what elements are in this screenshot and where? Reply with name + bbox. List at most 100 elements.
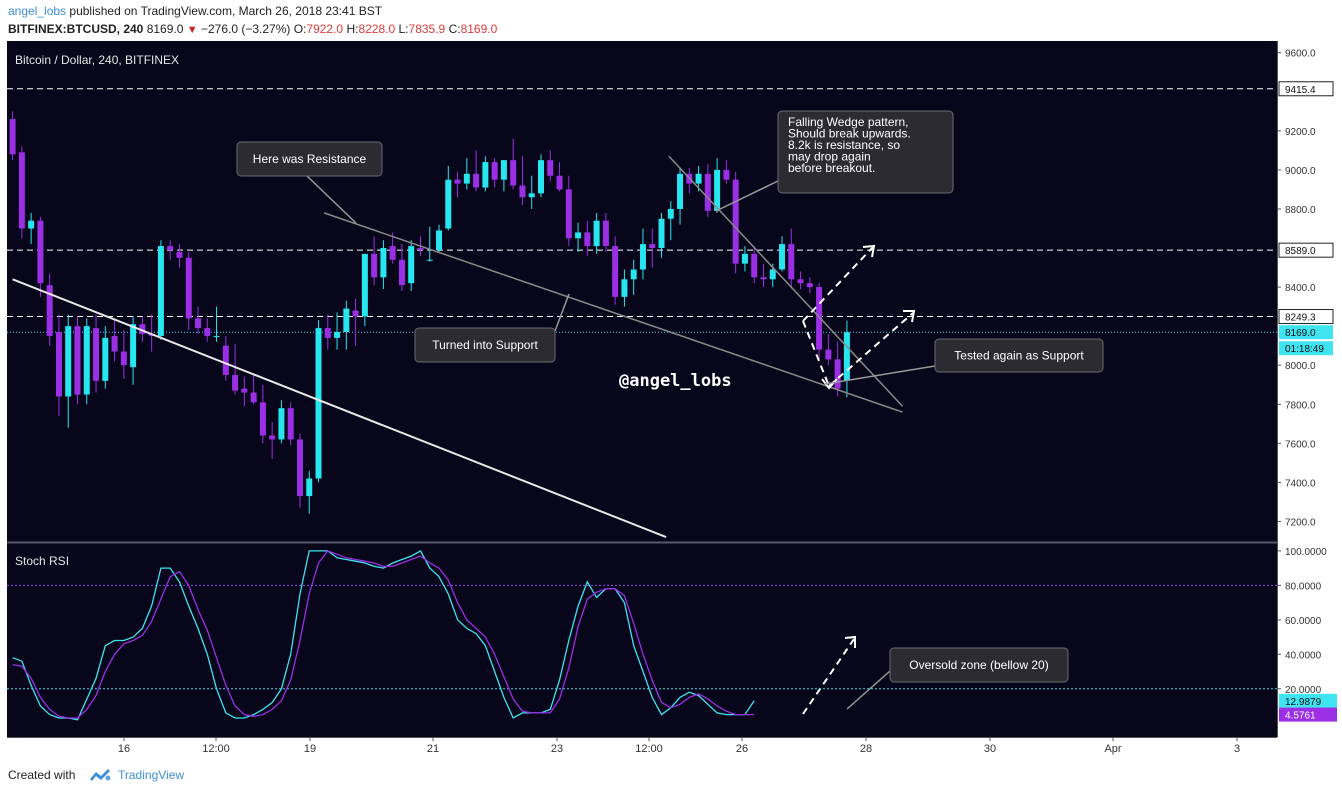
candle-body [649,244,656,249]
price-tick-label: 7200.0 [1285,517,1316,528]
candle-body [537,160,544,194]
candle [751,246,758,284]
candle-body [111,335,118,352]
annotation-box [414,327,556,363]
candle [834,341,841,397]
candle-body [519,185,526,198]
candle [176,244,183,268]
candle [528,175,535,209]
candle-body [491,162,498,180]
author-link[interactable]: angel_lobs [8,4,67,18]
price-level-tag [1278,309,1334,325]
annotation-pointer [824,365,936,385]
projection-arrow-up-1 [802,246,874,322]
candle-body [315,328,322,479]
candle [463,158,470,190]
annotation-text: Here was Resistance [253,152,367,166]
stoch-last-label-K: 12.9879 [1285,697,1322,708]
candle [241,376,248,407]
price-tick-label: 7800.0 [1285,400,1316,411]
candle [334,312,341,350]
candle-body [389,246,396,260]
current-price-label: 8169.0 [1285,328,1316,339]
candle-body [510,160,517,186]
candle-body [667,208,674,219]
candle-body [677,173,684,209]
candle-body [556,175,563,190]
candle [537,154,544,198]
candle [843,320,850,398]
symbol-info: BITFINEX:BTCUSD, 240 8169.0 ▼ −276.0 (−3… [8,22,497,36]
price-level-label: 9415.4 [1285,85,1316,96]
candle [677,167,684,225]
candle-body [380,248,387,278]
candle [250,374,257,405]
candle [519,156,526,206]
candle [269,421,276,459]
candle-body [185,257,192,319]
tradingview-logo-icon[interactable] [88,767,112,783]
candle-body [28,220,35,229]
candle [398,244,405,291]
candle-body [584,232,591,247]
candle-body [102,337,109,381]
candle [18,146,25,239]
candle-body [398,259,405,286]
candle-body [130,324,137,368]
candle-body [204,328,211,336]
price-tick-label: 8400.0 [1285,283,1316,294]
time-tick-label: 23 [551,743,563,755]
candle [779,236,786,272]
axis-background [1277,41,1339,759]
candle-body [593,220,600,247]
time-tick-label: 28 [860,743,872,755]
candle [482,156,489,192]
candle [93,314,100,393]
annotation-pointer [554,293,570,332]
candle-body [621,279,628,297]
candle-body [9,119,16,155]
candle [445,166,452,231]
trendline-resistance-support-line [323,212,903,413]
candle-body [732,179,739,264]
candle-body [74,326,81,395]
candle-body [250,392,257,403]
price-tick-label: 9000.0 [1285,166,1316,177]
annotation-pointer [306,175,357,224]
candle-body [630,269,637,280]
annotation-text: Falling Wedge pattern, Should break upwar… [788,115,911,175]
candle-body [602,220,609,247]
candle-body [639,244,646,270]
projection-arrow-up-1-head [862,244,876,258]
candle-body [797,279,804,284]
chart-header: angel_lobs published on TradingView.com,… [0,0,1342,40]
time-tick-label: 21 [427,743,439,755]
candle-body [769,269,776,280]
candle [584,220,591,256]
candle [343,300,350,350]
candle [361,253,368,327]
candle [602,212,609,252]
candle [788,228,795,288]
candle-body [825,349,832,360]
chart-frame[interactable]: 9600.0 9200.0 9000.0 8800.0 8400.0 8000.0 7800… [7,41,1339,759]
open-label: O: [293,22,307,36]
close-label: C: [448,22,461,36]
chart-canvas[interactable]: 9600.0 9200.0 9000.0 8800.0 8400.0 8000.0 7800… [7,41,1339,759]
candle-body [296,439,303,497]
price-tick-label: 7400.0 [1285,478,1316,489]
candle-body [232,374,239,391]
tradingview-link[interactable]: TradingView [118,768,185,782]
author-watermark: @angel_lobs [619,371,732,391]
candle-body [500,160,507,180]
candle-body [473,173,480,188]
candle-body [695,173,702,184]
candle-body [741,253,748,264]
stoch-pane-title: Stoch RSI [15,554,69,568]
candle [797,271,804,290]
candle [371,236,378,286]
candle-body [704,173,711,211]
candle [46,273,53,346]
candle [639,228,646,280]
candle [575,222,582,252]
